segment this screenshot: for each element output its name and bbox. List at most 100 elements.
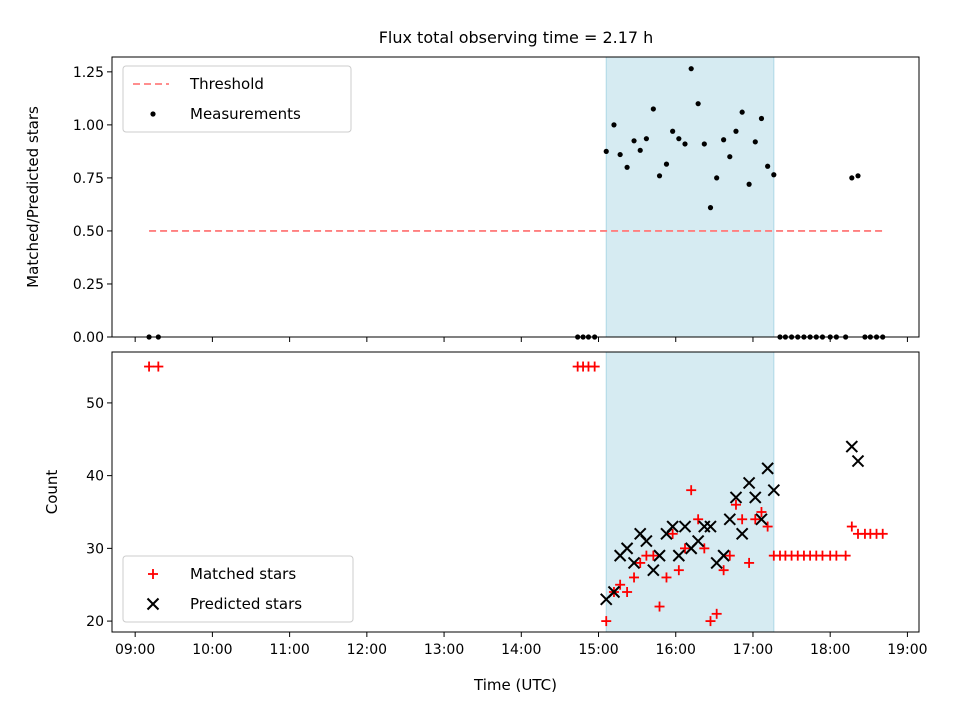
predicted-star-marker xyxy=(640,534,653,548)
top-y-axis-label: Matched/Predicted stars xyxy=(24,106,42,288)
measurement-point xyxy=(727,154,733,160)
bottom-legend-label: Predicted stars xyxy=(190,595,302,613)
x-tick-label: 12:00 xyxy=(347,642,387,658)
measurement-point xyxy=(603,148,609,154)
measurement-point xyxy=(739,109,745,115)
legend-predicted-swatch-b xyxy=(146,597,160,611)
bottom-y-tick-label: 40 xyxy=(86,469,104,485)
matched-star-marker xyxy=(693,514,704,525)
predicted-star-marker-b xyxy=(742,476,756,490)
top-legend-box xyxy=(122,65,352,133)
measurement-point xyxy=(637,147,643,153)
bottom-y-axis-label: Count xyxy=(43,470,61,515)
matched-star-marker xyxy=(661,572,672,583)
predicted-star-marker-b xyxy=(755,513,768,526)
predicted-star-marker-b xyxy=(672,549,686,562)
x-tick-label: 15:00 xyxy=(578,642,618,658)
predicted-star-marker xyxy=(607,585,621,599)
measurement-point xyxy=(631,138,637,144)
measurement-point xyxy=(643,136,649,142)
x-axis-label: Time (UTC) xyxy=(473,676,557,694)
predicted-star-marker xyxy=(767,483,781,497)
predicted-star-marker xyxy=(666,520,679,533)
x-tick-label: 13:00 xyxy=(424,642,464,658)
predicted-star-marker xyxy=(723,513,737,526)
top-legend-label: Measurements xyxy=(190,105,301,123)
predicted-star-marker xyxy=(717,549,730,562)
matched-star-marker xyxy=(762,521,773,532)
top-y-tick-label: 0.00 xyxy=(73,330,104,346)
legend-measurement-swatch xyxy=(150,111,156,117)
top-chart-title: Flux total observing time = 2.17 h xyxy=(379,28,654,47)
matched-star-marker xyxy=(680,543,691,554)
predicted-star-marker xyxy=(653,549,666,562)
predicted-star-marker xyxy=(691,534,705,548)
x-tick-label: 17:00 xyxy=(733,642,773,658)
top-y-tick-label: 1.00 xyxy=(73,118,104,134)
predicted-star-marker-b xyxy=(851,454,865,468)
predicted-star-marker-b xyxy=(735,527,749,541)
measurement-point xyxy=(656,173,663,179)
top-observing-span xyxy=(606,57,774,337)
matched-star-marker xyxy=(840,550,851,561)
measurement-point xyxy=(682,141,688,147)
bottom-panel: 09:00 10:00 11:00 12:00 13:00 14:00 15:00 16:00… xyxy=(43,351,928,694)
measurement-point xyxy=(733,128,739,134)
matched-star-marker xyxy=(718,565,729,576)
predicted-star-marker-b xyxy=(704,520,717,533)
x-tick-label: 09:00 xyxy=(115,642,155,658)
matched-star-marker xyxy=(705,616,716,627)
predicted-star-marker-b xyxy=(666,520,679,533)
matched-star-marker xyxy=(589,361,600,372)
predicted-star-marker-b xyxy=(761,462,774,475)
measurement-point xyxy=(611,122,617,128)
predicted-star-marker xyxy=(742,476,756,490)
bottom-y-tick-label: 50 xyxy=(86,396,104,412)
predicted-star-marker-b xyxy=(647,563,660,577)
measurement-point xyxy=(849,175,855,181)
bottom-legend-box xyxy=(122,555,354,623)
predicted-star-marker xyxy=(749,491,762,504)
bottom-observing-span xyxy=(606,352,774,632)
matched-star-marker xyxy=(601,616,612,627)
predicted-star-marker-b xyxy=(749,491,762,504)
x-tick-label: 16:00 xyxy=(656,642,696,658)
x-tick-label: 18:00 xyxy=(810,642,850,658)
top-y-tick-label: 0.25 xyxy=(73,277,104,293)
measurement-point xyxy=(676,136,682,142)
measurement-point xyxy=(721,137,727,143)
bottom-y-tick-label: 30 xyxy=(86,541,104,557)
matched-star-marker xyxy=(686,485,697,496)
matched-star-marker xyxy=(615,579,626,590)
measurement-point xyxy=(771,172,777,178)
measurement-point xyxy=(752,139,758,145)
predicted-star-marker-b xyxy=(627,556,641,570)
measurement-point xyxy=(624,164,630,170)
predicted-star-marker xyxy=(678,520,692,533)
matched-star-marker xyxy=(654,601,665,612)
matched-star-marker xyxy=(635,557,646,568)
predicted-star-marker-b xyxy=(620,542,634,555)
matched-star-marker xyxy=(831,550,842,561)
measurement-point xyxy=(765,163,771,169)
bottom-legend-label: Matched stars xyxy=(190,565,296,583)
measurement-point xyxy=(714,175,720,181)
predicted-star-marker-b xyxy=(607,585,621,599)
top-legend: Threshold Measurements xyxy=(122,65,352,133)
matched-star-marker xyxy=(699,543,710,554)
matched-star-marker xyxy=(750,514,761,525)
matched-star-marker xyxy=(846,521,857,532)
matched-star-marker xyxy=(730,499,741,510)
measurement-point xyxy=(617,151,623,158)
measurement-point xyxy=(746,181,752,187)
measurement-point xyxy=(855,173,861,179)
matched-star-marker xyxy=(667,528,678,539)
x-tick-label: 10:00 xyxy=(192,642,232,658)
predicted-star-marker xyxy=(704,520,717,533)
predicted-star-marker-b xyxy=(678,520,692,533)
predicted-star-marker-b xyxy=(729,491,743,504)
x-tick-label: 14:00 xyxy=(501,642,541,658)
bottom-y-tick-label: 20 xyxy=(86,614,104,630)
predicted-star-marker-b xyxy=(723,513,737,526)
